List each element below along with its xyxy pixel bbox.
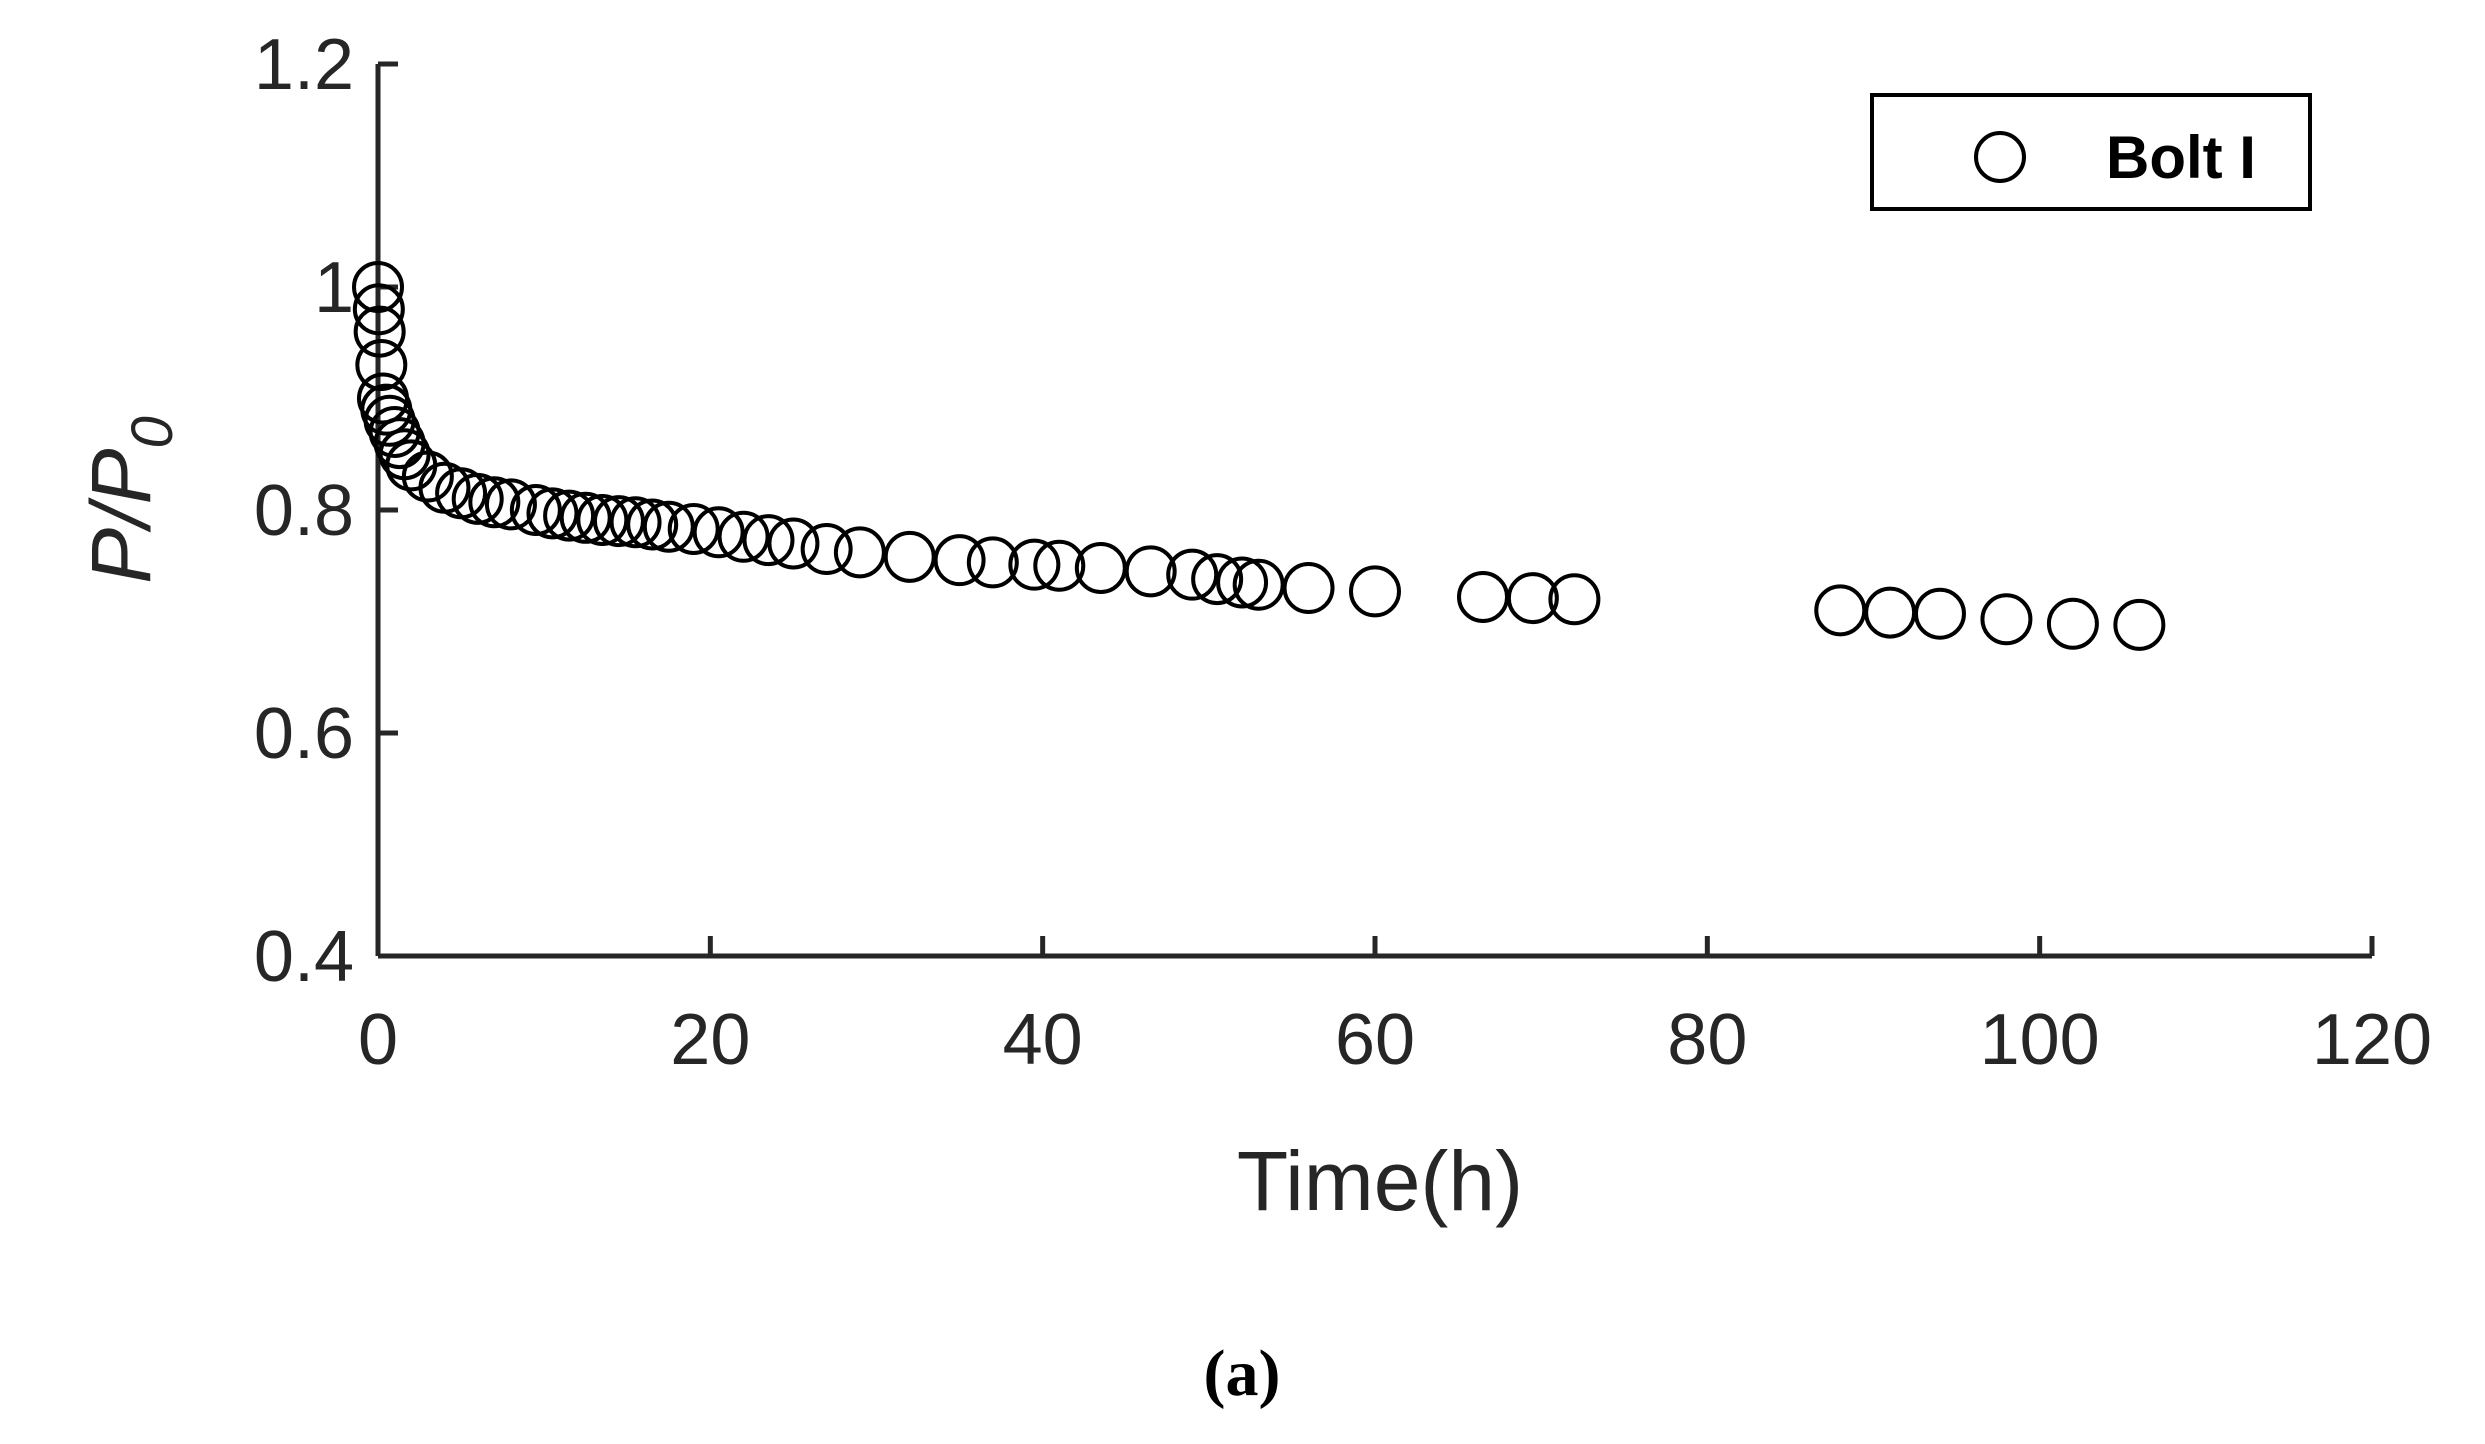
- data-point: [933, 534, 986, 587]
- data-point: [1913, 587, 1966, 640]
- x-tick-label: 80: [1667, 1000, 1747, 1080]
- data-point: [642, 500, 695, 553]
- data-point: [1282, 562, 1335, 615]
- data-point: [1457, 570, 1510, 623]
- data-point: [800, 523, 853, 576]
- x-tick-label: 60: [1335, 1000, 1415, 1080]
- data-point: [1124, 545, 1177, 598]
- legend-marker: [1974, 131, 2026, 183]
- data-point: [833, 526, 886, 579]
- y-tick-label: 0.4: [254, 917, 354, 997]
- data-point: [1980, 593, 2033, 646]
- data-point: [576, 494, 629, 547]
- data-point: [509, 484, 562, 536]
- data-point: [363, 394, 416, 447]
- data-points: [352, 261, 2166, 651]
- y-axis-ticks: 0.4 0.6 0.8 1 1.2: [254, 25, 398, 997]
- y-tick-label: 0.8: [254, 471, 354, 551]
- data-point: [667, 502, 720, 555]
- data-point: [559, 491, 612, 544]
- data-point: [543, 489, 596, 542]
- y-tick-label: 1: [314, 248, 354, 328]
- data-point: [1191, 553, 1244, 606]
- data-point: [526, 487, 579, 540]
- data-point: [368, 405, 421, 458]
- x-tick-label: 40: [1003, 1000, 1083, 1080]
- data-point: [1548, 573, 1601, 626]
- data-point: [742, 514, 795, 567]
- data-point: [1216, 556, 1269, 609]
- data-point: [355, 339, 408, 392]
- data-point: [2046, 597, 2099, 650]
- data-point: [451, 472, 504, 525]
- data-point: [1349, 565, 1401, 618]
- data-point: [1506, 572, 1559, 625]
- data-point: [2113, 598, 2166, 651]
- y-axis-label-subscript: 0: [120, 416, 185, 448]
- data-point: [1033, 539, 1086, 592]
- data-point: [352, 283, 405, 336]
- legend-label: Bolt I: [2106, 124, 2256, 191]
- x-axis-label: Time(h): [1237, 1134, 1523, 1228]
- y-tick-label: 0.6: [254, 694, 354, 774]
- data-point: [626, 498, 679, 551]
- figure-caption: (a): [1204, 1337, 1281, 1410]
- data-point: [1864, 586, 1917, 639]
- data-point: [609, 496, 662, 549]
- data-point: [1166, 548, 1219, 601]
- x-tick-label: 20: [670, 1000, 750, 1080]
- data-point: [966, 536, 1019, 589]
- x-tick-label: 120: [2312, 1000, 2432, 1080]
- x-axis-ticks: 0 20 40 60 80 100 120: [358, 936, 2432, 1080]
- data-point: [717, 510, 770, 563]
- y-axis-label: P/P0: [74, 416, 185, 584]
- x-tick-label: 100: [1980, 1000, 2100, 1080]
- data-point: [468, 476, 521, 529]
- legend-box: [1870, 93, 2312, 211]
- data-point: [883, 530, 936, 583]
- data-point: [1008, 538, 1061, 591]
- y-axis-label-main: P/P: [74, 448, 168, 583]
- legend: Bolt I: [1870, 93, 2312, 211]
- data-point: [1232, 558, 1285, 611]
- x-tick-label: 0: [358, 1000, 398, 1080]
- data-point: [353, 305, 406, 358]
- data-point: [352, 261, 404, 313]
- data-point: [401, 450, 454, 503]
- data-point: [1814, 584, 1867, 637]
- data-point: [767, 517, 820, 570]
- data-point: [692, 506, 745, 559]
- data-point: [1074, 541, 1127, 594]
- data-point: [484, 478, 537, 531]
- data-point: [592, 495, 645, 548]
- y-tick-label: 1.2: [254, 25, 354, 105]
